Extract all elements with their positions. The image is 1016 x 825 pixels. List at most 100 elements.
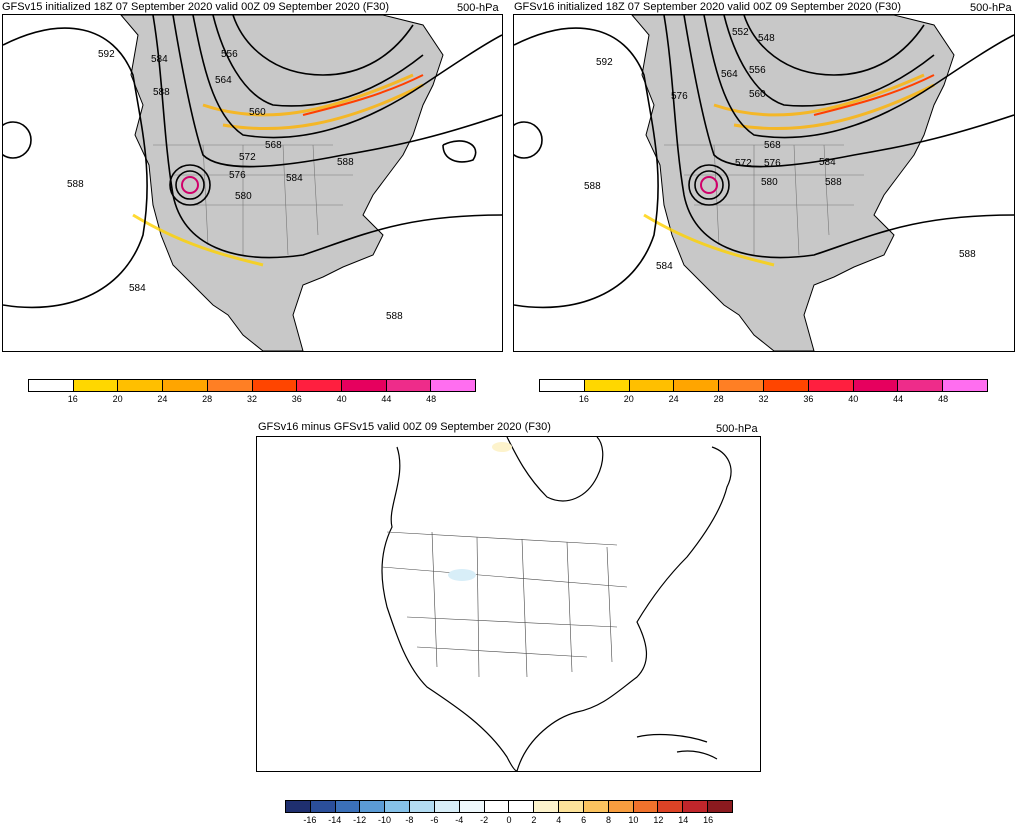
panel1-map: 592 584 588 556 564 560 572 568 576 584 … [2,14,503,352]
colorbar-swatch [719,380,764,391]
colorbar-swatch [118,380,164,391]
colorbar-swatch [674,380,720,391]
contour-label: 576 [229,170,246,181]
contour-label: 560 [249,107,266,118]
colorbar-tick-label: 6 [581,815,587,825]
contour-label: 576 [671,91,688,102]
colorbar-swatch [808,380,854,391]
wind-colorbar-labels: 16 20 24 28 32 36 40 44 48 [28,392,476,404]
colorbar-tick-label: 2 [531,815,537,825]
panel2-map: 552 548 592 564 556 576 560 568 572 576 … [513,14,1015,352]
diff-blob-negative [448,569,476,581]
colorbar-swatch [335,801,361,812]
contour-label: 564 [721,69,738,80]
colorbar-tick-label: 40 [848,394,859,404]
colorbar-tick-label: 24 [668,394,679,404]
colorbar-tick-label: 20 [112,394,123,404]
colorbar-swatch [341,380,387,391]
colorbar-tick-label: 48 [426,394,437,404]
colorbar-swatch [708,801,732,812]
colorbar-swatch [410,801,435,812]
low-center [181,176,199,194]
colorbar-swatch [534,801,560,812]
colorbar-swatch [297,380,342,391]
colorbar-tick-label: 28 [202,394,213,404]
colorbar-swatch [459,801,485,812]
contour-label: 592 [596,57,613,68]
colorbar-swatch [559,801,584,812]
panel1-level: 500-hPa [457,2,499,14]
colorbar-swatch [584,380,630,391]
contour-label: 588 [825,177,842,188]
contour-labels: 552 548 592 564 556 576 560 568 572 576 … [584,27,976,272]
contour-label: 584 [656,261,673,272]
colorbar-tick-label: 16 [703,815,714,825]
jet-shading [643,73,935,267]
colorbar-tick-label: -14 [328,815,342,825]
contour-label: 572 [239,152,256,163]
colorbar-tick-label: -4 [455,815,464,825]
contour-label: 588 [959,249,976,260]
height-contours [3,15,502,309]
borders [381,531,628,678]
colorbar-swatch [310,801,336,812]
contour-label: 588 [584,181,601,192]
diff-colorbar-swatches [285,800,733,813]
panel3-title: GFSv16 minus GFSv15 valid 00Z 09 Septemb… [258,421,551,433]
colorbar-swatch [386,380,432,391]
colorbar-tick-label: -6 [430,815,439,825]
colorbar-tick-label: 28 [713,394,724,404]
contour-label: 572 [735,158,752,169]
contour-label: 584 [819,157,836,168]
panel2-level: 500-hPa [970,2,1012,14]
colorbar-swatch [360,801,386,812]
colorbar-swatch [207,380,253,391]
contour-label: 580 [235,191,252,202]
contour-label: 592 [98,49,115,60]
panel3-map [256,436,761,772]
contour-label: 556 [221,49,238,60]
colorbar-swatch [73,380,119,391]
colorbar-tick-label: 48 [938,394,949,404]
colorbar-tick-label: 10 [628,815,639,825]
coastlines [381,437,732,771]
jet-core [813,74,935,116]
state-borders [664,144,864,256]
low-center [700,176,718,194]
contour-labels: 592 584 588 556 564 560 572 568 576 584 … [67,49,403,322]
contour-label: 548 [758,33,775,44]
contour-label: 588 [386,311,403,322]
colorbar-swatch [385,801,411,812]
colorbar-swatch [608,801,634,812]
contour-label: 556 [749,65,766,76]
land-mask [631,15,955,351]
colorbar-tick-label: 14 [678,815,689,825]
contour-label: 560 [749,89,766,100]
colorbar-swatch [252,380,298,391]
colorbar-tick-label: 36 [291,394,302,404]
colorbar-tick-label: -12 [353,815,367,825]
colorbar-swatch [286,801,311,812]
colorbar-tick-label: 0 [506,815,512,825]
colorbar-swatch [898,380,944,391]
contour-label: 588 [153,87,170,98]
colorbar-tick-label: -10 [378,815,392,825]
wind-colorbar-1: 16 20 24 28 32 36 40 44 48 [28,379,476,404]
colorbar-tick-label: 20 [623,394,634,404]
colorbar-swatch [540,380,585,391]
contour-label: 552 [732,27,749,38]
contour-label: 568 [764,140,781,151]
colorbar-tick-label: 44 [893,394,904,404]
colorbar-swatch [943,380,987,391]
contour-label: 588 [67,179,84,190]
colorbar-tick-label: 16 [67,394,78,404]
colorbar-tick-label: 12 [653,815,664,825]
panel1-title: GFSv15 initialized 18Z 07 September 2020… [2,1,390,13]
colorbar-tick-label: 40 [336,394,347,404]
contour-label: 564 [215,75,232,86]
panel3-map-svg [381,437,732,771]
colorbar-swatch [658,801,684,812]
contour-label: 588 [337,157,354,168]
diff-blob-positive [492,442,512,452]
colorbar-swatch [629,380,675,391]
